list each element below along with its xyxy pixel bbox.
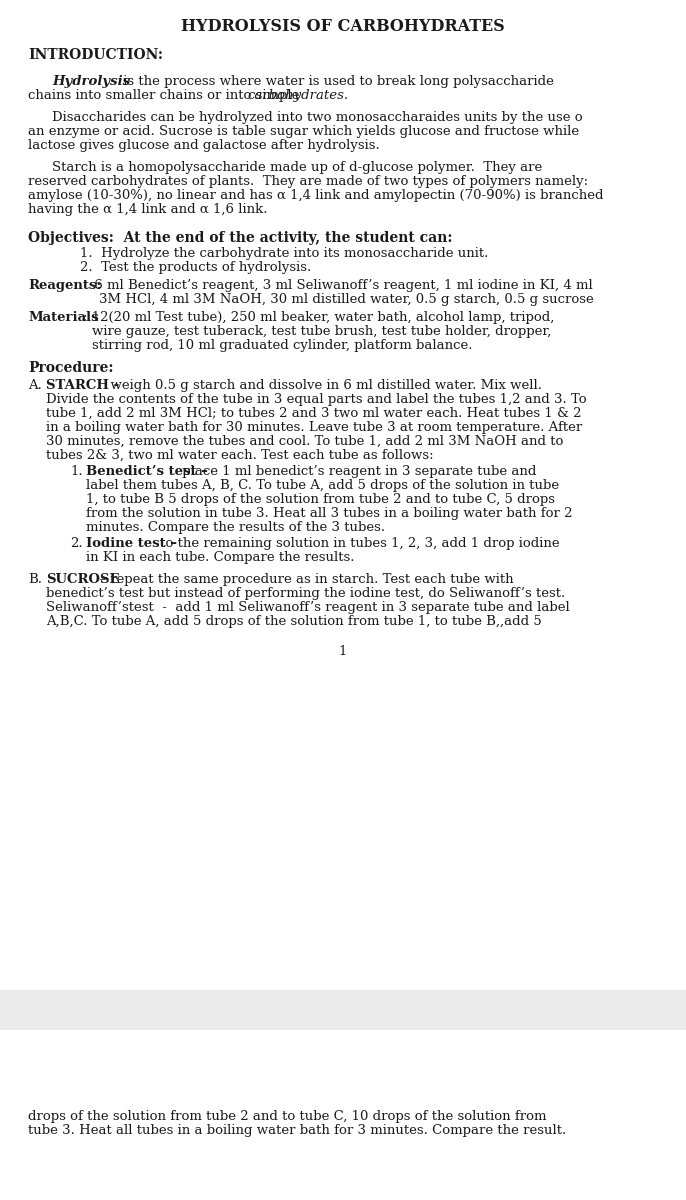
Text: tube 3. Heat all tubes in a boiling water bath for 3 minutes. Compare the result: tube 3. Heat all tubes in a boiling wate…	[28, 1124, 566, 1138]
Text: having the α 1,4 link and α 1,6 link.: having the α 1,4 link and α 1,6 link.	[28, 203, 268, 216]
Text: wire gauze, test tuberack, test tube brush, test tube holder, dropper,: wire gauze, test tuberack, test tube bru…	[92, 325, 552, 338]
Text: STARCH -: STARCH -	[46, 379, 119, 392]
Text: A.: A.	[28, 379, 42, 392]
Text: Benedict’s test –: Benedict’s test –	[86, 464, 208, 478]
Text: B.: B.	[28, 572, 42, 586]
Text: : 12(20 ml Test tube), 250 ml beaker, water bath, alcohol lamp, tripod,: : 12(20 ml Test tube), 250 ml beaker, wa…	[83, 311, 554, 324]
Text: Iodine test –: Iodine test –	[86, 538, 177, 550]
Text: in a boiling water bath for 30 minutes. Leave tube 3 at room temperature. After: in a boiling water bath for 30 minutes. …	[46, 421, 582, 434]
Text: 2.  Test the products of hydrolysis.: 2. Test the products of hydrolysis.	[80, 260, 311, 274]
Text: A,B,C. To tube A, add 5 drops of the solution from tube 1, to tube B,,add 5: A,B,C. To tube A, add 5 drops of the sol…	[46, 614, 542, 628]
Text: Materials: Materials	[28, 311, 99, 324]
Text: Reagents:: Reagents:	[28, 278, 102, 292]
Text: tubes 2& 3, two ml water each. Test each tube as follows:: tubes 2& 3, two ml water each. Test each…	[46, 449, 434, 462]
Text: chains into smaller chains or into simple: chains into smaller chains or into simpl…	[28, 89, 304, 102]
Text: to the remaining solution in tubes 1, 2, 3, add 1 drop iodine: to the remaining solution in tubes 1, 2,…	[156, 538, 560, 550]
Text: amylose (10-30%), no linear and has α 1,4 link and amylopectin (70-90%) is branc: amylose (10-30%), no linear and has α 1,…	[28, 188, 604, 202]
Text: Seliwanoff’stest  -  add 1 ml Seliwanoff’s reagent in 3 separate tube and label: Seliwanoff’stest - add 1 ml Seliwanoff’s…	[46, 601, 570, 614]
Text: in KI in each tube. Compare the results.: in KI in each tube. Compare the results.	[86, 551, 355, 564]
Text: 6 ml Benedict’s reagent, 3 ml Seliwanoff’s reagent, 1 ml iodine in KI, 4 ml: 6 ml Benedict’s reagent, 3 ml Seliwanoff…	[90, 278, 593, 292]
Text: Hydrolysis: Hydrolysis	[52, 74, 130, 88]
Text: INTRODUCTION:: INTRODUCTION:	[28, 48, 163, 62]
Text: lactose gives glucose and galactose after hydrolysis.: lactose gives glucose and galactose afte…	[28, 139, 380, 152]
Text: 1, to tube B 5 drops of the solution from tube 2 and to tube C, 5 drops: 1, to tube B 5 drops of the solution fro…	[86, 493, 555, 506]
Text: Divide the contents of the tube in 3 equal parts and label the tubes 1,2 and 3. : Divide the contents of the tube in 3 equ…	[46, 392, 587, 406]
Text: 1.: 1.	[70, 464, 82, 478]
Text: – repeat the same procedure as in starch. Test each tube with: – repeat the same procedure as in starch…	[95, 572, 514, 586]
Text: Disaccharides can be hydrolyzed into two monosaccharaides units by the use o: Disaccharides can be hydrolyzed into two…	[52, 110, 582, 124]
Text: weigh 0.5 g starch and dissolve in 6 ml distilled water. Mix well.: weigh 0.5 g starch and dissolve in 6 ml …	[102, 379, 542, 392]
Text: benedict’s test but instead of performing the iodine test, do Seliwanoff’s test.: benedict’s test but instead of performin…	[46, 587, 565, 600]
Text: tube 1, add 2 ml 3M HCl; to tubes 2 and 3 two ml water each. Heat tubes 1 & 2: tube 1, add 2 ml 3M HCl; to tubes 2 and …	[46, 407, 582, 420]
Text: an enzyme or acid. Sucrose is table sugar which yields glucose and fructose whil: an enzyme or acid. Sucrose is table suga…	[28, 125, 579, 138]
Text: 1: 1	[339, 646, 347, 658]
Text: minutes. Compare the results of the 3 tubes.: minutes. Compare the results of the 3 tu…	[86, 521, 385, 534]
Text: Procedure:: Procedure:	[28, 361, 113, 374]
Text: label them tubes A, B, C. To tube A, add 5 drops of the solution in tube: label them tubes A, B, C. To tube A, add…	[86, 479, 559, 492]
Text: reserved carbohydrates of plants.  They are made of two types of polymers namely: reserved carbohydrates of plants. They a…	[28, 175, 588, 188]
Text: 30 minutes, remove the tubes and cool. To tube 1, add 2 ml 3M NaOH and to: 30 minutes, remove the tubes and cool. T…	[46, 434, 563, 448]
Bar	[0, 990, 686, 1030]
Text: drops of the solution from tube 2 and to tube C, 10 drops of the solution from: drops of the solution from tube 2 and to…	[28, 1110, 547, 1123]
Text: is the process where water is used to break long polysaccharide: is the process where water is used to br…	[119, 74, 554, 88]
Text: Starch is a homopolysaccharide made up of d-glucose polymer.  They are: Starch is a homopolysaccharide made up o…	[52, 161, 542, 174]
Text: Objectives:  At the end of the activity, the student can:: Objectives: At the end of the activity, …	[28, 230, 453, 245]
Text: SUCROSE: SUCROSE	[46, 572, 119, 586]
Text: place 1 ml benedict’s reagent in 3 separate tube and: place 1 ml benedict’s reagent in 3 separ…	[178, 464, 536, 478]
Text: 1.  Hydrolyze the carbohydrate into its monosaccharide unit.: 1. Hydrolyze the carbohydrate into its m…	[80, 247, 488, 260]
Text: from the solution in tube 3. Heat all 3 tubes in a boiling water bath for 2: from the solution in tube 3. Heat all 3 …	[86, 506, 573, 520]
Text: 2.: 2.	[70, 538, 82, 550]
Text: HYDROLYSIS OF CARBOHYDRATES: HYDROLYSIS OF CARBOHYDRATES	[181, 18, 505, 35]
Text: stirring rod, 10 ml graduated cylinder, platform balance.: stirring rod, 10 ml graduated cylinder, …	[92, 338, 473, 352]
Text: carbohydrates.: carbohydrates.	[247, 89, 348, 102]
Text: 3M HCl, 4 ml 3M NaOH, 30 ml distilled water, 0.5 g starch, 0.5 g sucrose: 3M HCl, 4 ml 3M NaOH, 30 ml distilled wa…	[99, 293, 594, 306]
